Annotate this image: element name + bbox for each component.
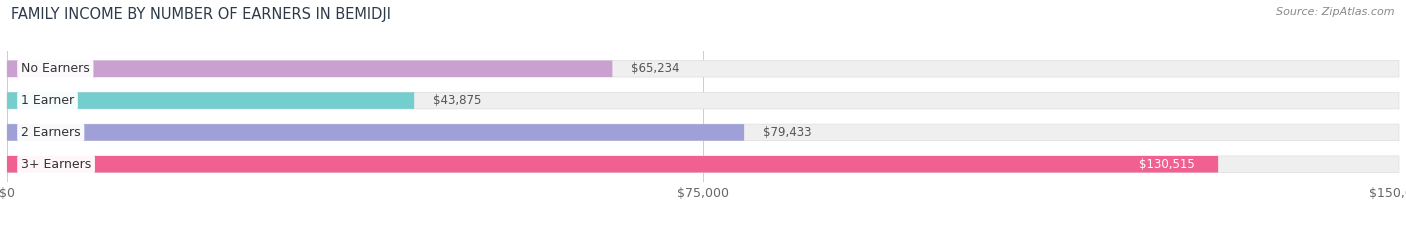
FancyBboxPatch shape	[7, 92, 415, 109]
Text: 3+ Earners: 3+ Earners	[21, 158, 91, 171]
FancyBboxPatch shape	[7, 92, 1399, 109]
Text: No Earners: No Earners	[21, 62, 90, 75]
FancyBboxPatch shape	[7, 61, 1399, 77]
FancyBboxPatch shape	[7, 61, 613, 77]
Text: 1 Earner: 1 Earner	[21, 94, 75, 107]
Text: 2 Earners: 2 Earners	[21, 126, 80, 139]
Text: Source: ZipAtlas.com: Source: ZipAtlas.com	[1277, 7, 1395, 17]
FancyBboxPatch shape	[7, 124, 1399, 141]
Text: $79,433: $79,433	[762, 126, 811, 139]
FancyBboxPatch shape	[7, 156, 1218, 172]
Text: $43,875: $43,875	[433, 94, 481, 107]
Text: $130,515: $130,515	[1139, 158, 1195, 171]
Text: FAMILY INCOME BY NUMBER OF EARNERS IN BEMIDJI: FAMILY INCOME BY NUMBER OF EARNERS IN BE…	[11, 7, 391, 22]
FancyBboxPatch shape	[7, 156, 1399, 172]
FancyBboxPatch shape	[7, 124, 744, 141]
Text: $65,234: $65,234	[631, 62, 679, 75]
